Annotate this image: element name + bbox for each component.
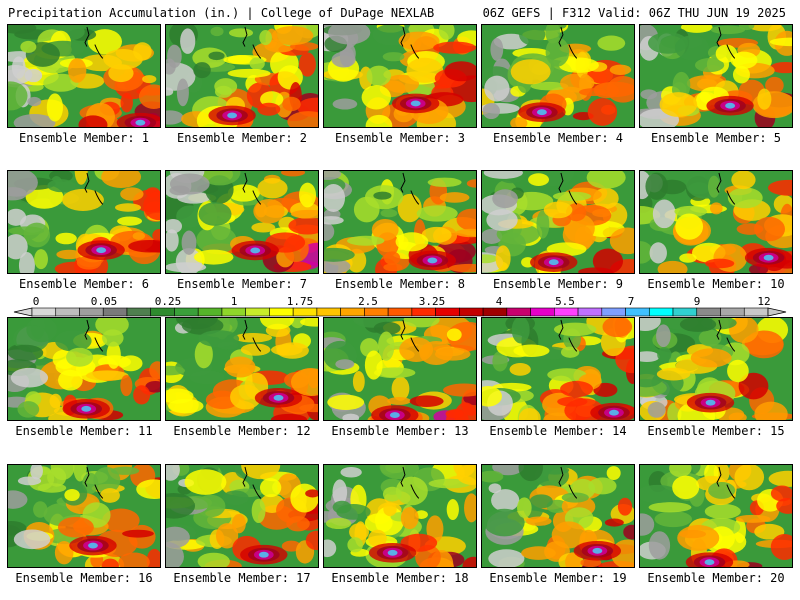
member-label: Ensemble Member: 8	[334, 277, 466, 291]
colorbar-high-arrow	[767, 307, 787, 317]
colorbar-tick-label: 0.05	[90, 295, 118, 308]
member-map-panel	[639, 317, 793, 421]
member-map-panel	[323, 464, 477, 568]
colorbar-tick-label: 12	[757, 295, 771, 308]
member-label: Ensemble Member: 17	[173, 571, 311, 585]
colorbar-tick-label: 1.75	[286, 295, 314, 308]
colorbar-tick-label: 7	[627, 295, 635, 308]
colorbar-swatch	[554, 307, 579, 317]
map-title: Precipitation Accumulation (in.) | Colle…	[8, 6, 435, 20]
member-label: Ensemble Member: 5	[650, 131, 782, 145]
colorbar-swatch	[269, 307, 294, 317]
member-label: Ensemble Member: 19	[489, 571, 627, 585]
member-map-panel	[481, 317, 635, 421]
colorbar-swatch	[387, 307, 413, 317]
member-label: Ensemble Member: 6	[18, 277, 150, 291]
member-map-panel	[7, 170, 161, 274]
colorbar-swatch	[435, 307, 460, 317]
colorbar-swatch	[79, 307, 104, 317]
model-valid-time: 06Z GEFS | F312 Valid: 06Z THU JUN 19 20…	[482, 6, 786, 20]
colorbar-swatch	[221, 307, 246, 317]
member-label: Ensemble Member: 13	[331, 424, 469, 438]
colorbar-swatch	[340, 307, 365, 317]
colorbar-swatch	[31, 307, 57, 317]
member-map-panel	[165, 464, 319, 568]
colorbar-swatch	[696, 307, 721, 317]
member-map-panel	[323, 170, 477, 274]
colorbar-tick-label: 3.25	[418, 295, 446, 308]
colorbar-swatch	[530, 307, 555, 317]
member-map-panel	[639, 24, 793, 128]
member-map-panel	[481, 464, 635, 568]
colorbar-swatch	[720, 307, 745, 317]
colorbar-low-arrow	[13, 307, 33, 317]
colorbar-swatch	[292, 307, 318, 317]
member-map-panel	[323, 317, 477, 421]
member-map-panel	[165, 170, 319, 274]
member-label: Ensemble Member: 4	[492, 131, 624, 145]
member-map-panel	[639, 170, 793, 274]
member-map-panel	[323, 24, 477, 128]
member-map-panel	[7, 24, 161, 128]
member-label: Ensemble Member: 16	[15, 571, 153, 585]
precip-colorbar	[13, 307, 787, 317]
member-label: Ensemble Member: 15	[647, 424, 785, 438]
member-label: Ensemble Member: 9	[492, 277, 624, 291]
colorbar-swatch	[577, 307, 603, 317]
colorbar-tick-label: 9	[693, 295, 701, 308]
colorbar-swatch	[506, 307, 531, 317]
colorbar-swatch	[648, 307, 674, 317]
colorbar-tick-label: 1	[230, 295, 238, 308]
colorbar-swatch	[150, 307, 175, 317]
member-label: Ensemble Member: 20	[647, 571, 785, 585]
colorbar-tick-label: 5.5	[555, 295, 575, 308]
colorbar-swatch	[625, 307, 650, 317]
member-map-panel	[481, 24, 635, 128]
colorbar-tick-label: 2.5	[358, 295, 378, 308]
colorbar-tick-label: 0	[32, 295, 40, 308]
member-label: Ensemble Member: 1	[18, 131, 150, 145]
colorbar-swatch	[364, 307, 389, 317]
colorbar-swatch	[55, 307, 80, 317]
colorbar-swatch	[126, 307, 152, 317]
member-label: Ensemble Member: 2	[176, 131, 308, 145]
colorbar-swatch	[197, 307, 223, 317]
member-label: Ensemble Member: 14	[489, 424, 627, 438]
member-map-panel	[7, 317, 161, 421]
colorbar-swatch	[316, 307, 341, 317]
member-map-panel	[165, 317, 319, 421]
member-map-panel	[639, 464, 793, 568]
colorbar-swatch	[482, 307, 508, 317]
member-label: Ensemble Member: 7	[176, 277, 308, 291]
member-label: Ensemble Member: 10	[647, 277, 785, 291]
colorbar-swatch	[743, 307, 769, 317]
member-map-panel	[165, 24, 319, 128]
member-map-panel	[7, 464, 161, 568]
colorbar-tick-label: 0.25	[154, 295, 182, 308]
colorbar-swatch	[245, 307, 270, 317]
member-label: Ensemble Member: 12	[173, 424, 311, 438]
member-label: Ensemble Member: 11	[15, 424, 153, 438]
colorbar-swatch	[459, 307, 484, 317]
colorbar-swatch	[411, 307, 436, 317]
member-label: Ensemble Member: 3	[334, 131, 466, 145]
colorbar-swatch	[102, 307, 128, 317]
colorbar-swatch	[672, 307, 698, 317]
colorbar-tick-label: 4	[495, 295, 503, 308]
colorbar-swatch	[174, 307, 199, 317]
member-map-panel	[481, 170, 635, 274]
member-label: Ensemble Member: 18	[331, 571, 469, 585]
colorbar-swatch	[601, 307, 626, 317]
